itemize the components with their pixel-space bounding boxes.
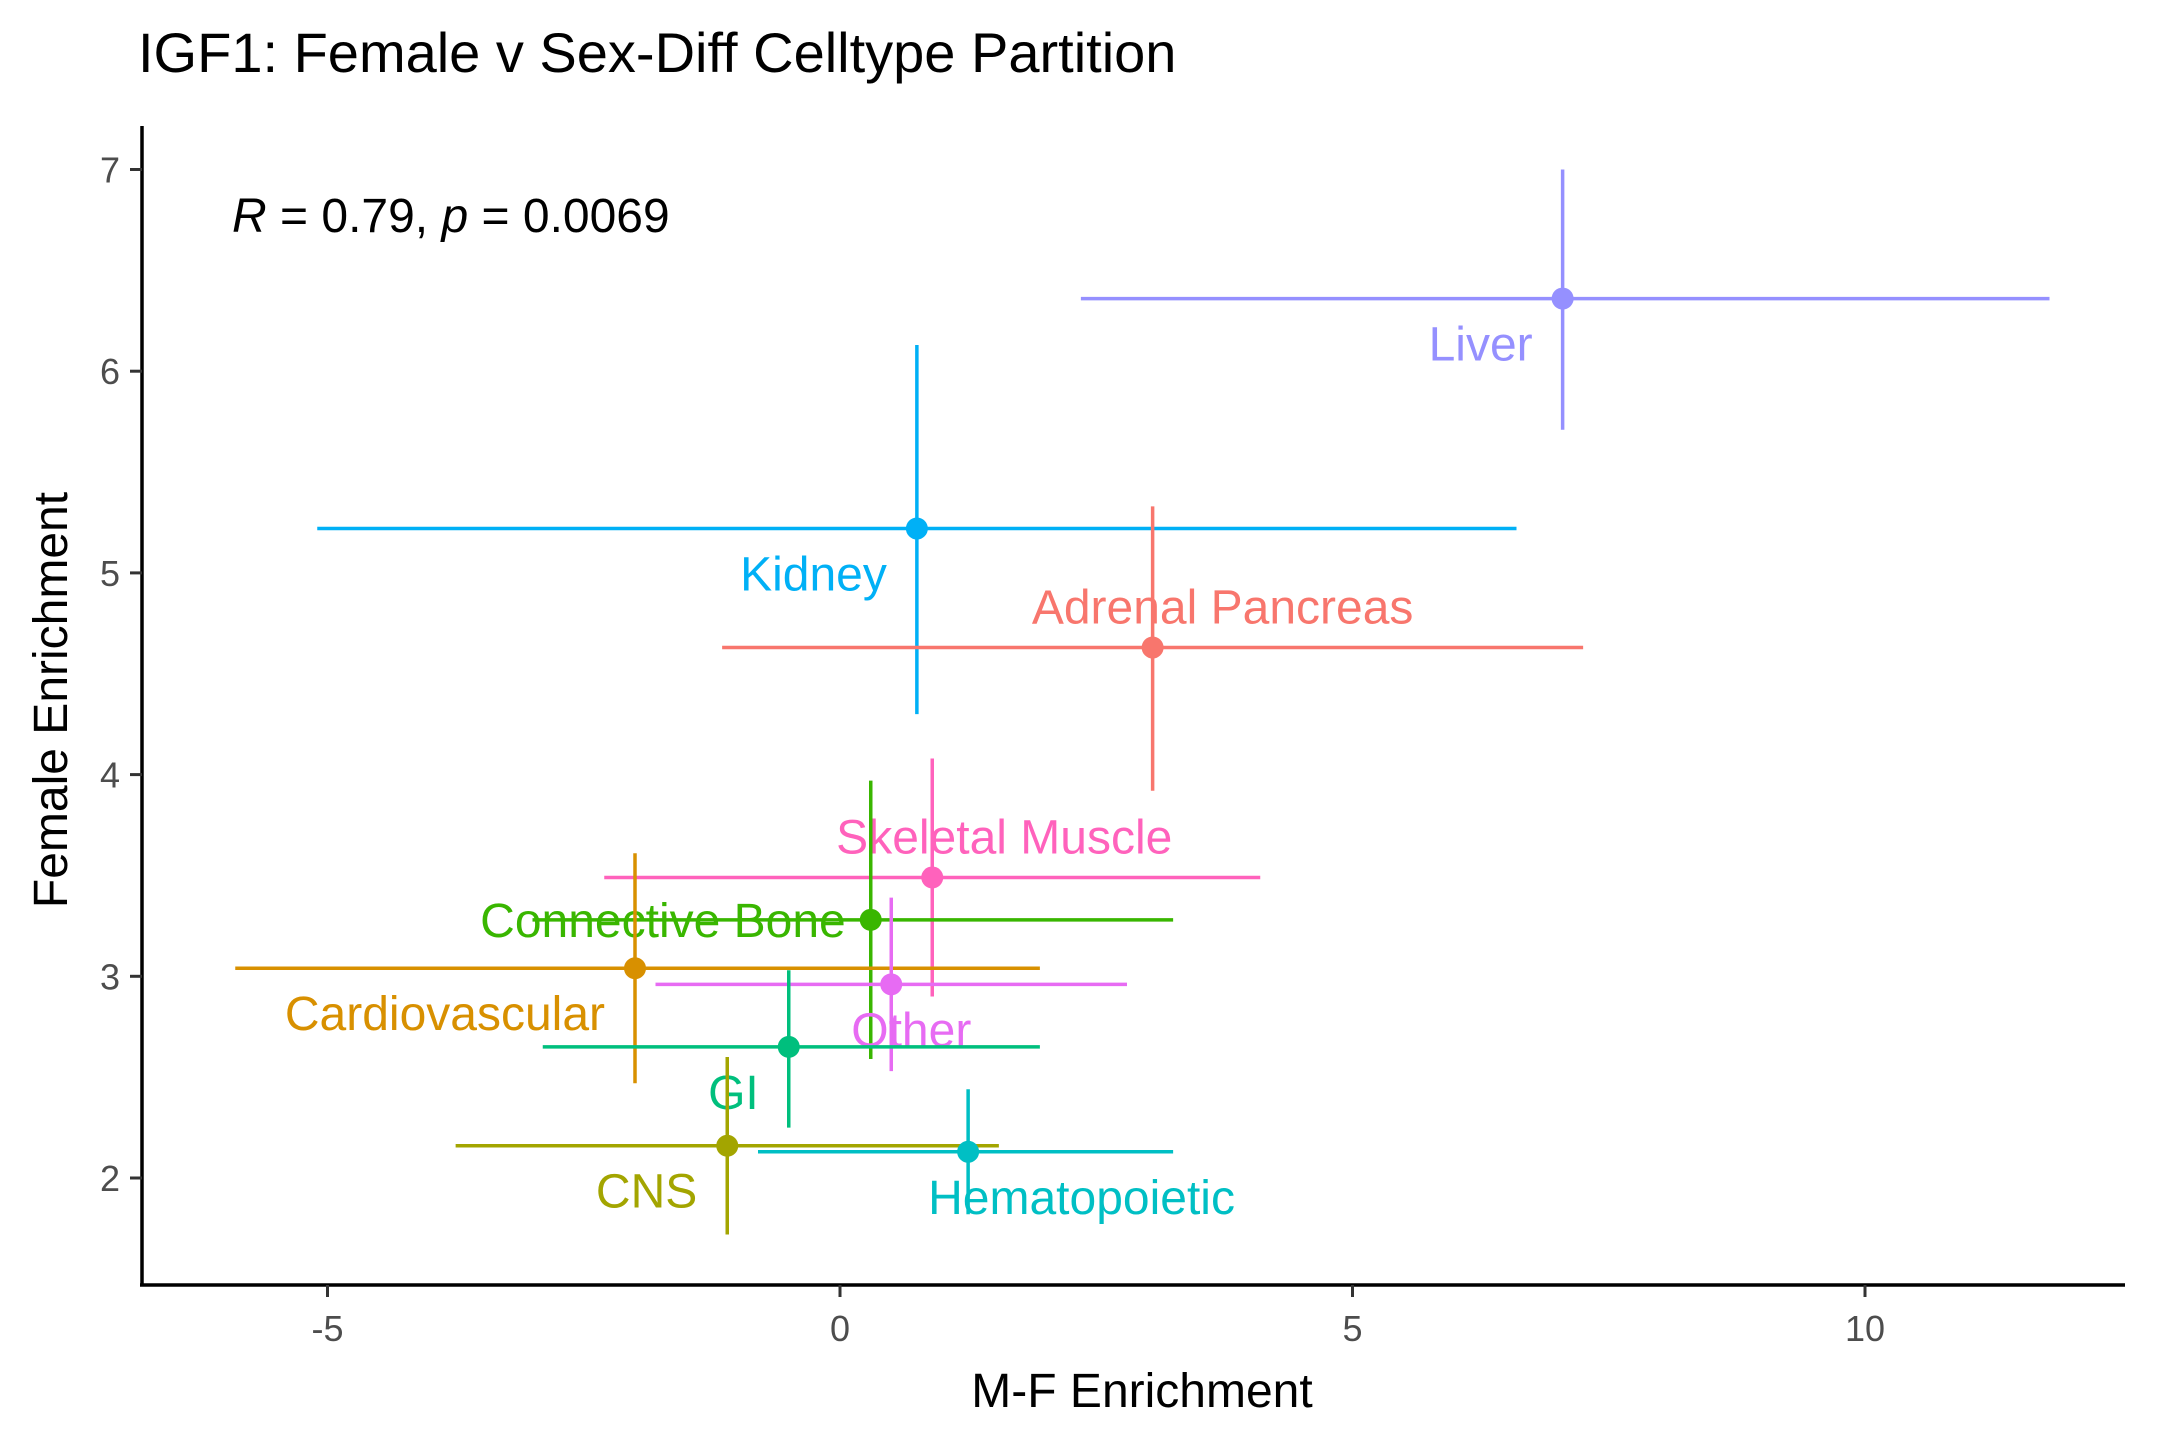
- series-hematopoietic: Hematopoietic: [758, 1089, 1235, 1225]
- series-kidney: Kidney: [317, 344, 1517, 715]
- series-skeletal-muscle: Skeletal Muscle: [604, 758, 1261, 997]
- y-tick-label: 2: [100, 1158, 120, 1199]
- data-point: [1551, 287, 1574, 310]
- y-axis-title: Female Enrichment: [25, 492, 78, 908]
- y-tick-label: 3: [100, 956, 120, 997]
- axes: -5 0 5 10 2 3 4 5 6 7: [100, 126, 2125, 1349]
- x-tick-label: 5: [1342, 1308, 1362, 1349]
- y-tick-label: 5: [100, 553, 120, 594]
- point-label: Kidney: [740, 549, 887, 602]
- point-label: Hematopoietic: [928, 1172, 1235, 1225]
- data-point: [905, 517, 928, 540]
- data-point: [716, 1134, 739, 1157]
- data-point: [880, 973, 903, 996]
- series-adrenal-pancreas: Adrenal Pancreas: [722, 506, 1584, 791]
- plot-area: Liver Kidney Adrenal Pancreas Skeletal Musc…: [235, 169, 2050, 1235]
- r-value: = 0.79,: [267, 190, 442, 243]
- series-gi: GI: [542, 970, 1040, 1128]
- data-point: [957, 1140, 980, 1163]
- point-label: Cardiovascular: [285, 988, 605, 1041]
- r-label: R: [232, 190, 267, 243]
- data-point: [859, 908, 882, 931]
- data-point: [777, 1035, 800, 1058]
- chart-title: IGF1: Female v Sex-Diff Celltype Partiti…: [138, 21, 1176, 84]
- x-axis-title: M-F Enrichment: [971, 1365, 1312, 1418]
- y-tick-label: 6: [100, 351, 120, 392]
- x-tick-label: 0: [830, 1308, 850, 1349]
- data-point: [624, 957, 646, 980]
- point-label: Liver: [1429, 319, 1533, 372]
- correlation-annotation: R = 0.79, p = 0.0069: [232, 190, 670, 243]
- point-label: Skeletal Muscle: [836, 811, 1172, 864]
- point-label: Adrenal Pancreas: [1032, 582, 1414, 635]
- series-cardiovascular: Cardiovascular: [235, 853, 1040, 1084]
- x-tick-label: -5: [311, 1308, 343, 1349]
- point-label: Other: [851, 1004, 971, 1057]
- data-point: [921, 866, 944, 889]
- y-tick-label: 4: [100, 755, 120, 796]
- point-label: Connective Bone: [480, 895, 846, 948]
- series-connective-bone: Connective Bone: [480, 780, 1174, 1059]
- data-point: [1141, 636, 1164, 659]
- point-label: GI: [708, 1067, 759, 1120]
- y-tick-label: 7: [100, 150, 120, 191]
- x-tick-label: 10: [1845, 1308, 1885, 1349]
- p-value: = 0.0069: [468, 190, 670, 243]
- point-label: CNS: [596, 1166, 697, 1219]
- series-cns: CNS: [455, 1056, 999, 1235]
- p-label: p: [439, 190, 468, 243]
- series-liver: Liver: [1080, 169, 2050, 430]
